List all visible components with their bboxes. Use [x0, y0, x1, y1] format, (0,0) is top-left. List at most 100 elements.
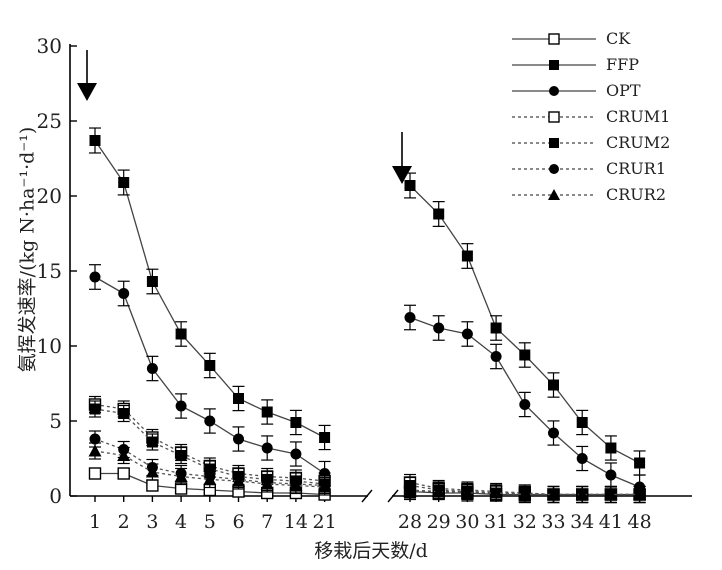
- axis-break-mark: [361, 489, 373, 503]
- y-tick-label: 30: [37, 34, 62, 58]
- point-ck: [146, 479, 159, 492]
- x-tick-label: 28: [398, 511, 422, 533]
- point-opt: [548, 427, 559, 439]
- point-opt: [404, 312, 416, 323]
- x-tick-label: 41: [599, 511, 623, 533]
- point-opt: [204, 415, 216, 427]
- point-crur2: [432, 485, 446, 497]
- point-opt: [261, 442, 273, 454]
- point-ffp: [89, 135, 101, 146]
- point-crur2: [289, 479, 303, 491]
- point-crur2: [489, 486, 503, 499]
- x-tick-label: 3: [146, 511, 158, 533]
- x-tick-label: 48: [628, 511, 652, 533]
- point-opt: [490, 351, 502, 362]
- point-ffp: [118, 177, 130, 188]
- legend-item-ck: CK: [512, 26, 712, 52]
- legend-swatch-ffp: [512, 60, 596, 70]
- point-ffp: [319, 432, 331, 443]
- legend-label-crum1: CRUM1: [606, 107, 671, 126]
- x-tick-label: 1: [89, 511, 101, 533]
- point-crur2: [174, 470, 188, 482]
- x-tick-label: 4: [175, 511, 187, 533]
- point-ffp: [404, 180, 416, 191]
- point-ffp: [433, 208, 445, 220]
- point-crum2: [146, 436, 158, 448]
- legend-label-opt: OPT: [606, 81, 641, 100]
- legend-label-crur1: CRUR1: [606, 159, 666, 178]
- point-crur2: [460, 486, 474, 499]
- x-tick-label: 34: [570, 511, 594, 533]
- point-crur2: [145, 465, 159, 478]
- y-axis-label: 氨挥发速率/(kg N·ha⁻¹·d⁻¹): [16, 126, 39, 372]
- point-ffp: [233, 393, 244, 404]
- legend-item-ffp: FFP: [512, 52, 712, 78]
- y-tick-label: 20: [37, 184, 62, 208]
- legend-swatch-crur1: [512, 164, 596, 174]
- series-line-ffp: [94, 140, 325, 439]
- x-tick-label: 6: [232, 511, 244, 533]
- x-tick-label: 29: [427, 511, 451, 533]
- point-opt: [233, 433, 244, 445]
- point-crur2: [318, 480, 332, 493]
- x-tick-label: 32: [513, 511, 537, 533]
- x-tick-label: 2: [118, 511, 130, 533]
- x-tick-label: 30: [455, 511, 479, 533]
- point-crum2: [175, 450, 187, 461]
- x-tick-label: 7: [261, 511, 273, 533]
- point-ffp: [461, 250, 473, 262]
- point-opt: [576, 453, 588, 464]
- legend: CK FFP OPT CRUM1 CRUM2 CRUR1 CRUR2: [512, 26, 712, 208]
- point-crur2: [88, 444, 102, 457]
- point-crum2: [89, 403, 101, 415]
- legend-swatch-opt: [512, 86, 596, 96]
- axis-break-mark: [387, 489, 399, 503]
- point-opt: [146, 363, 158, 374]
- point-ffp: [576, 417, 588, 428]
- point-opt: [118, 288, 130, 299]
- point-ffp: [490, 322, 502, 334]
- point-opt: [605, 469, 617, 481]
- point-crur2: [232, 474, 245, 487]
- y-tick-label: 15: [37, 259, 62, 283]
- point-ffp: [175, 328, 187, 340]
- legend-swatch-crur2: [512, 189, 596, 200]
- point-crur2: [403, 485, 417, 497]
- legend-item-opt: OPT: [512, 78, 712, 104]
- x-tick-label: 5: [204, 511, 216, 533]
- point-crur2: [575, 488, 589, 500]
- point-crur2: [633, 488, 647, 500]
- point-crum2: [118, 408, 130, 419]
- point-ffp: [634, 457, 646, 469]
- point-opt: [461, 328, 473, 340]
- y-axis-label-box: 氨挥发速率/(kg N·ha⁻¹·d⁻¹): [4, 0, 48, 498]
- legend-item-crum2: CRUM2: [512, 130, 712, 156]
- x-tick-label: 31: [484, 511, 508, 533]
- point-ffp: [605, 442, 617, 454]
- point-ffp: [261, 406, 273, 418]
- legend-label-crur2: CRUR2: [606, 185, 666, 204]
- legend-swatch-ck: [512, 33, 596, 45]
- legend-swatch-crum2: [512, 138, 596, 148]
- point-crur1: [89, 433, 101, 445]
- legend-item-crum1: CRUM1: [512, 104, 712, 130]
- x-tick-label: 21: [313, 511, 337, 533]
- application-arrow-head: [77, 83, 97, 101]
- y-tick-label: 10: [37, 334, 62, 358]
- point-opt: [433, 322, 445, 334]
- point-opt: [519, 399, 531, 410]
- point-ffp: [548, 379, 559, 391]
- series-line-ffp: [409, 185, 640, 464]
- x-tick-label: 14: [284, 511, 308, 533]
- legend-label-crum2: CRUM2: [606, 133, 671, 152]
- point-crur2: [518, 488, 532, 500]
- legend-swatch-crum1: [512, 111, 596, 123]
- point-crur2: [260, 477, 274, 490]
- y-tick-label: 25: [37, 109, 62, 133]
- legend-label-ffp: FFP: [606, 55, 639, 74]
- point-crur2: [604, 488, 618, 500]
- x-tick-label: 33: [541, 511, 565, 533]
- point-opt: [290, 448, 302, 460]
- y-tick-label: 5: [49, 409, 62, 433]
